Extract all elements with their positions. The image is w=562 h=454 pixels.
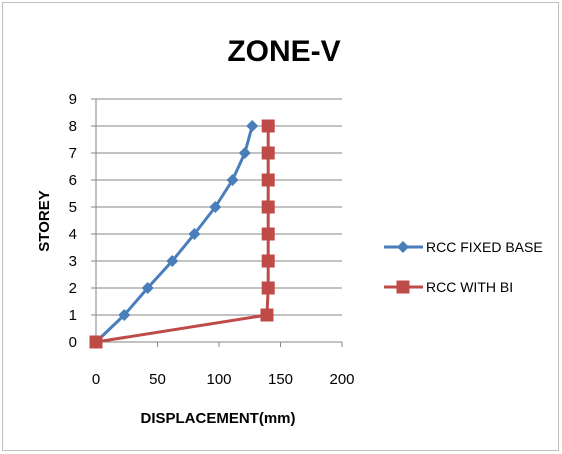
data-point xyxy=(141,282,154,294)
series-rcc-fixed-base xyxy=(90,120,259,348)
legend-label: RCC FIXED BASE xyxy=(426,239,543,255)
y-tick-label: 4 xyxy=(69,226,77,243)
y-tick-label: 5 xyxy=(69,199,77,216)
x-tick-label: 150 xyxy=(268,371,293,388)
legend-item: RCC FIXED BASE xyxy=(384,239,543,255)
chart-title: ZONE-V xyxy=(227,35,340,68)
y-tick-label: 8 xyxy=(69,118,77,135)
x-tick-label: 0 xyxy=(92,371,100,388)
y-tick-label: 7 xyxy=(69,145,77,162)
data-point xyxy=(238,147,251,159)
legend-marker xyxy=(396,280,410,294)
x-tick-label: 50 xyxy=(149,371,166,388)
x-axis-title: DISPLACEMENT(mm) xyxy=(140,410,295,427)
legend-marker xyxy=(397,241,409,253)
data-point xyxy=(89,335,103,349)
legend: RCC FIXED BASE RCC WITH BI xyxy=(384,239,543,295)
y-axis-title: STOREY xyxy=(36,190,53,251)
y-tick-label: 1 xyxy=(69,307,77,324)
legend-label: RCC WITH BI xyxy=(426,279,513,295)
data-point xyxy=(261,254,275,268)
data-point xyxy=(188,228,201,240)
series-layer xyxy=(89,119,275,349)
data-point xyxy=(261,281,275,295)
data-point xyxy=(246,120,259,132)
data-point xyxy=(261,227,275,241)
data-point xyxy=(261,119,275,133)
data-point xyxy=(261,146,275,160)
series-rcc-with-bi xyxy=(89,119,275,349)
data-point xyxy=(118,309,131,321)
y-tick-label: 2 xyxy=(69,280,77,297)
data-point xyxy=(209,201,222,213)
x-tick-label: 100 xyxy=(206,371,231,388)
y-tick-label: 3 xyxy=(69,253,77,270)
y-tick-label: 6 xyxy=(69,172,77,189)
data-point xyxy=(226,174,239,186)
data-point xyxy=(166,255,179,267)
x-tick-labels: 0 50 100 150 200 xyxy=(92,371,355,388)
y-tick-label: 9 xyxy=(69,91,77,108)
y-tick-labels: 0 1 2 3 4 5 6 7 8 9 xyxy=(69,91,77,351)
data-point xyxy=(260,308,274,322)
x-tick-label: 200 xyxy=(329,371,354,388)
data-point xyxy=(261,200,275,214)
y-tick-label: 0 xyxy=(69,334,77,351)
data-point xyxy=(261,173,275,187)
legend-item: RCC WITH BI xyxy=(384,279,513,295)
